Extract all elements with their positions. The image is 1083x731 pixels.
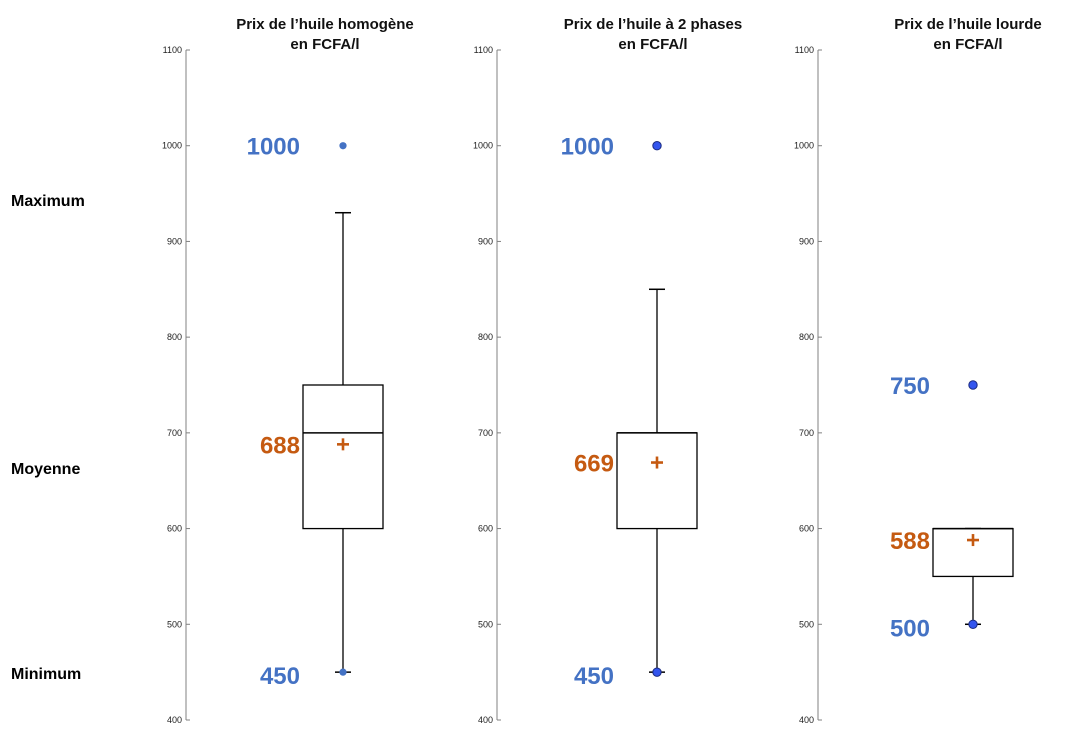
data-point (652, 667, 662, 677)
iqr-box (616, 432, 698, 530)
y-tick-label: 700 (478, 428, 493, 438)
y-tick-label: 900 (167, 236, 182, 246)
chart-1-title: Prix de l’huile homogène en FCFA/l (175, 15, 475, 55)
data-point (339, 142, 347, 150)
legend-minimum: Minimum (11, 666, 82, 683)
chart-3-title-line-1: Prix de l’huile lourde (894, 16, 1042, 33)
mean-value-label: 669 (574, 451, 614, 478)
mean-value-label: 688 (260, 432, 300, 459)
y-tick-label: 600 (167, 524, 182, 534)
y-tick-label: 400 (167, 715, 182, 725)
min-value-label: 450 (260, 663, 300, 690)
y-tick-label: 400 (478, 715, 493, 725)
y-tick-label: 900 (799, 236, 814, 246)
max-value-label: 750 (890, 373, 930, 400)
y-tick-label: 800 (799, 332, 814, 342)
y-tick-label: 1000 (162, 141, 182, 151)
chart-1: 400 500 600 700 800 900 1000 1100 1000 688 450 (162, 45, 384, 725)
chart-3-title-line-2: en FCFA/l (933, 36, 1003, 53)
y-tick-label: 1100 (474, 45, 493, 55)
iqr-box (302, 384, 384, 530)
y-tick-label: 400 (799, 715, 814, 725)
y-tick-label: 500 (167, 619, 182, 629)
data-point (652, 141, 662, 151)
y-tick-label: 1100 (163, 45, 182, 55)
y-tick-label: 500 (799, 619, 814, 629)
chart-1-title-line-2: en FCFA/l (290, 36, 360, 53)
chart-3-title: Prix de l’huile lourde en FCFA/l (818, 15, 1083, 75)
data-point (968, 380, 978, 390)
chart-1-title-line-1: Prix de l’huile homogène (236, 16, 414, 33)
max-value-label: 1000 (247, 134, 300, 161)
mean-value-label: 588 (890, 528, 930, 555)
y-tick-label: 1000 (794, 141, 814, 151)
chart-2: 400 500 600 700 800 900 1000 1100 1000 669 450 (473, 45, 698, 725)
chart-2-title-line-1: Prix de l’huile à 2 phases (563, 16, 743, 33)
y-tick-label: 1000 (473, 141, 493, 151)
legend-moyenne: Moyenne (11, 461, 81, 478)
y-tick-label: 800 (167, 332, 182, 342)
chart-3: 400 500 600 700 800 900 1000 1100 750 588 500 (794, 45, 1014, 725)
min-value-label: 500 (890, 615, 930, 642)
y-tick-label: 500 (478, 619, 493, 629)
y-tick-label: 1100 (795, 45, 814, 55)
y-tick-label: 800 (478, 332, 493, 342)
y-tick-label: 700 (799, 428, 814, 438)
data-point (968, 619, 978, 629)
y-tick-label: 900 (478, 236, 493, 246)
chart-2-title: Prix de l’huile à 2 phases en FCFA/l (503, 15, 803, 55)
legend-maximum: Maximum (11, 193, 85, 210)
chart-2-title-line-2: en FCFA/l (618, 36, 688, 53)
max-value-label: 1000 (561, 134, 614, 161)
data-point (339, 668, 347, 676)
y-tick-label: 600 (799, 524, 814, 534)
y-tick-label: 600 (478, 524, 493, 534)
y-tick-label: 700 (167, 428, 182, 438)
min-value-label: 450 (574, 663, 614, 690)
